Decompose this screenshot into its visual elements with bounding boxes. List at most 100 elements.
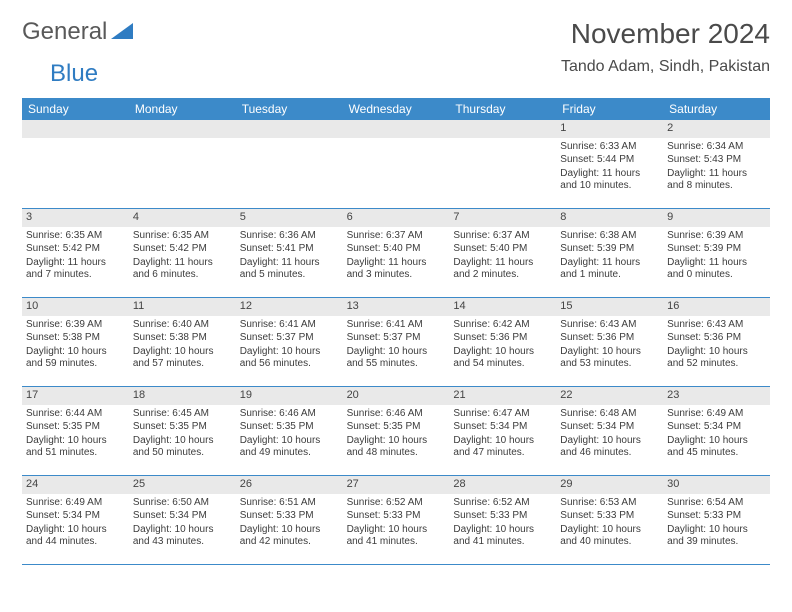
day-number: 15 bbox=[556, 298, 663, 316]
day-cell bbox=[343, 120, 450, 208]
day-number: 14 bbox=[449, 298, 556, 316]
weekday-header: Sunday bbox=[22, 98, 129, 120]
daylight-text: Daylight: 11 hours and 10 minutes. bbox=[560, 168, 659, 193]
day-cell: 28Sunrise: 6:52 AMSunset: 5:33 PMDayligh… bbox=[449, 476, 556, 564]
sunset-text: Sunset: 5:42 PM bbox=[26, 243, 125, 256]
day-number: 26 bbox=[236, 476, 343, 494]
sunset-text: Sunset: 5:36 PM bbox=[560, 332, 659, 345]
day-number: 20 bbox=[343, 387, 450, 405]
week-row: 10Sunrise: 6:39 AMSunset: 5:38 PMDayligh… bbox=[22, 298, 770, 387]
sunset-text: Sunset: 5:39 PM bbox=[560, 243, 659, 256]
sunset-text: Sunset: 5:33 PM bbox=[347, 510, 446, 523]
day-cell: 11 Sunrise: 6:40 AMSunset: 5:38 PMDayligh… bbox=[129, 298, 236, 386]
day-number: 9 bbox=[663, 209, 770, 227]
sunset-text: Sunset: 5:38 PM bbox=[133, 332, 232, 345]
sunset-text: Sunset: 5:35 PM bbox=[26, 421, 125, 434]
sunrise-text: Sunrise: 6:52 AM bbox=[453, 497, 552, 510]
daylight-text: Daylight: 11 hours and 6 minutes. bbox=[133, 257, 232, 282]
sunrise-text: Sunrise: 6:35 AM bbox=[26, 230, 125, 243]
day-number bbox=[236, 120, 343, 138]
day-number: 29 bbox=[556, 476, 663, 494]
day-number: 3 bbox=[22, 209, 129, 227]
daylight-text: Daylight: 10 hours and 41 minutes. bbox=[453, 524, 552, 549]
sunrise-text: Sunrise: 6:40 AM bbox=[133, 319, 232, 332]
logo: General bbox=[22, 18, 133, 46]
title-block: November 2024 Tando Adam, Sindh, Pakista… bbox=[561, 18, 770, 76]
logo-text-2: Blue bbox=[50, 60, 98, 87]
sunset-text: Sunset: 5:36 PM bbox=[667, 332, 766, 345]
day-number: 19 bbox=[236, 387, 343, 405]
week-row: 17Sunrise: 6:44 AMSunset: 5:35 PMDayligh… bbox=[22, 387, 770, 476]
daylight-text: Daylight: 10 hours and 43 minutes. bbox=[133, 524, 232, 549]
location: Tando Adam, Sindh, Pakistan bbox=[561, 58, 770, 76]
day-number: 8 bbox=[556, 209, 663, 227]
sunset-text: Sunset: 5:39 PM bbox=[667, 243, 766, 256]
sunrise-text: Sunrise: 6:48 AM bbox=[560, 408, 659, 421]
sunset-text: Sunset: 5:35 PM bbox=[240, 421, 339, 434]
day-cell: 20Sunrise: 6:46 AMSunset: 5:35 PMDayligh… bbox=[343, 387, 450, 475]
sunrise-text: Sunrise: 6:39 AM bbox=[26, 319, 125, 332]
sunset-text: Sunset: 5:37 PM bbox=[347, 332, 446, 345]
sunrise-text: Sunrise: 6:49 AM bbox=[26, 497, 125, 510]
sunset-text: Sunset: 5:33 PM bbox=[240, 510, 339, 523]
sunrise-text: Sunrise: 6:51 AM bbox=[240, 497, 339, 510]
sunset-text: Sunset: 5:33 PM bbox=[560, 510, 659, 523]
sunrise-text: Sunrise: 6:38 AM bbox=[560, 230, 659, 243]
weekday-header: Friday bbox=[556, 98, 663, 120]
day-cell: 7Sunrise: 6:37 AMSunset: 5:40 PMDaylight… bbox=[449, 209, 556, 297]
day-cell: 5Sunrise: 6:36 AMSunset: 5:41 PMDaylight… bbox=[236, 209, 343, 297]
daylight-text: Daylight: 10 hours and 53 minutes. bbox=[560, 346, 659, 371]
sunrise-text: Sunrise: 6:41 AM bbox=[347, 319, 446, 332]
calendar: Sunday Monday Tuesday Wednesday Thursday… bbox=[22, 98, 770, 565]
day-number: 12 bbox=[236, 298, 343, 316]
sunrise-text: Sunrise: 6:43 AM bbox=[667, 319, 766, 332]
day-cell bbox=[236, 120, 343, 208]
daylight-text: Daylight: 10 hours and 54 minutes. bbox=[453, 346, 552, 371]
sunrise-text: Sunrise: 6:50 AM bbox=[133, 497, 232, 510]
daylight-text: Daylight: 10 hours and 41 minutes. bbox=[347, 524, 446, 549]
sunrise-text: Sunrise: 6:52 AM bbox=[347, 497, 446, 510]
sunset-text: Sunset: 5:35 PM bbox=[133, 421, 232, 434]
sunrise-text: Sunrise: 6:46 AM bbox=[347, 408, 446, 421]
day-cell: 6Sunrise: 6:37 AMSunset: 5:40 PMDaylight… bbox=[343, 209, 450, 297]
day-number: 17 bbox=[22, 387, 129, 405]
day-cell: 16 Sunrise: 6:43 AMSunset: 5:36 PMDayligh… bbox=[663, 298, 770, 386]
day-number: 27 bbox=[343, 476, 450, 494]
sunset-text: Sunset: 5:41 PM bbox=[240, 243, 339, 256]
weekday-header: Tuesday bbox=[236, 98, 343, 120]
daylight-text: Daylight: 10 hours and 46 minutes. bbox=[560, 435, 659, 460]
day-number: 6 bbox=[343, 209, 450, 227]
sunset-text: Sunset: 5:37 PM bbox=[240, 332, 339, 345]
daylight-text: Daylight: 11 hours and 8 minutes. bbox=[667, 168, 766, 193]
daylight-text: Daylight: 10 hours and 51 minutes. bbox=[26, 435, 125, 460]
daylight-text: Daylight: 10 hours and 48 minutes. bbox=[347, 435, 446, 460]
sunrise-text: Sunrise: 6:36 AM bbox=[240, 230, 339, 243]
day-number: 11 bbox=[129, 298, 236, 316]
sunrise-text: Sunrise: 6:33 AM bbox=[560, 141, 659, 154]
weekday-header: Wednesday bbox=[343, 98, 450, 120]
logo-text-1: General bbox=[22, 18, 107, 46]
sunset-text: Sunset: 5:34 PM bbox=[453, 421, 552, 434]
day-number: 24 bbox=[22, 476, 129, 494]
daylight-text: Daylight: 10 hours and 57 minutes. bbox=[133, 346, 232, 371]
day-number: 7 bbox=[449, 209, 556, 227]
day-cell: 12Sunrise: 6:41 AMSunset: 5:37 PMDayligh… bbox=[236, 298, 343, 386]
daylight-text: Daylight: 10 hours and 42 minutes. bbox=[240, 524, 339, 549]
daylight-text: Daylight: 10 hours and 52 minutes. bbox=[667, 346, 766, 371]
month-title: November 2024 bbox=[561, 18, 770, 50]
daylight-text: Daylight: 11 hours and 0 minutes. bbox=[667, 257, 766, 282]
day-cell: 15Sunrise: 6:43 AMSunset: 5:36 PMDayligh… bbox=[556, 298, 663, 386]
day-cell: 24Sunrise: 6:49 AMSunset: 5:34 PMDayligh… bbox=[22, 476, 129, 564]
sunrise-text: Sunrise: 6:45 AM bbox=[133, 408, 232, 421]
day-number: 16 bbox=[663, 298, 770, 316]
day-number bbox=[343, 120, 450, 138]
day-number: 21 bbox=[449, 387, 556, 405]
day-number: 4 bbox=[129, 209, 236, 227]
daylight-text: Daylight: 10 hours and 50 minutes. bbox=[133, 435, 232, 460]
sunset-text: Sunset: 5:40 PM bbox=[347, 243, 446, 256]
sunrise-text: Sunrise: 6:42 AM bbox=[453, 319, 552, 332]
sunrise-text: Sunrise: 6:44 AM bbox=[26, 408, 125, 421]
day-number bbox=[22, 120, 129, 138]
day-cell: 26 Sunrise: 6:51 AMSunset: 5:33 PMDayligh… bbox=[236, 476, 343, 564]
day-number: 2 bbox=[663, 120, 770, 138]
